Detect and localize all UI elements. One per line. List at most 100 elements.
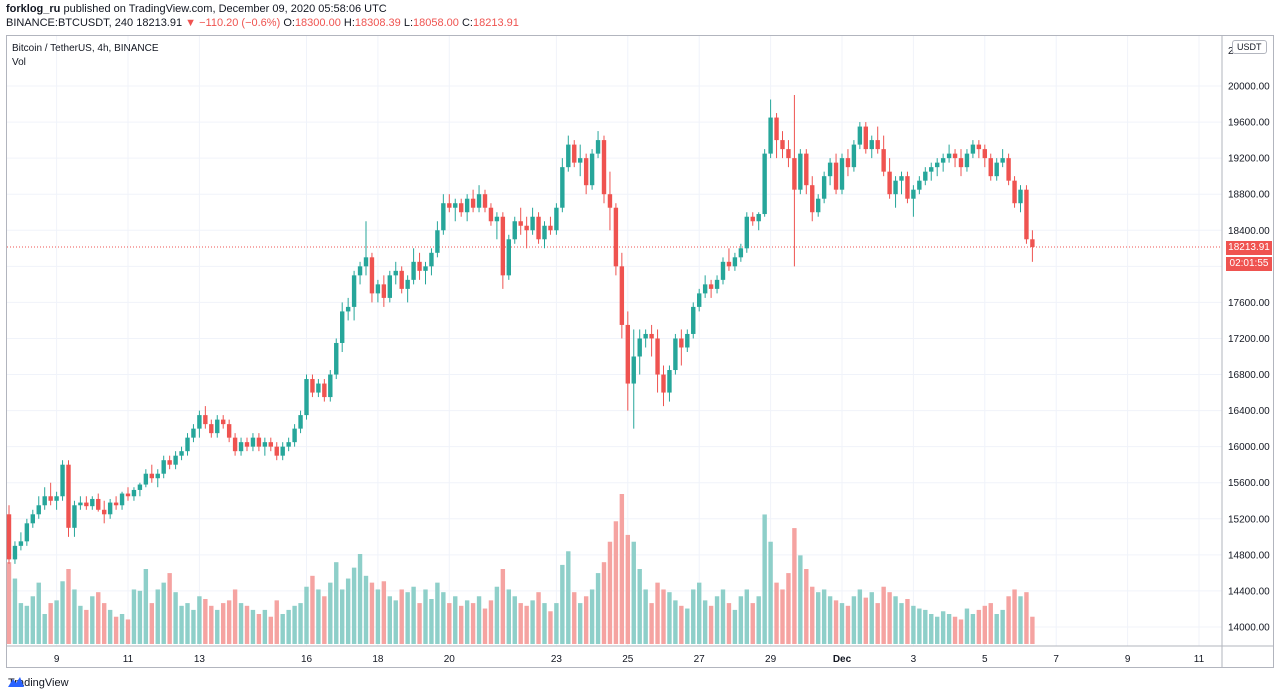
candle-body bbox=[923, 171, 928, 181]
candle-body bbox=[762, 153, 767, 215]
volume-bar bbox=[685, 608, 690, 644]
candle-body bbox=[548, 225, 553, 231]
change-value: ▼ −110.20 (−0.6%) bbox=[185, 17, 281, 29]
candle-body bbox=[595, 140, 601, 154]
volume-bar bbox=[756, 596, 761, 644]
candle-body bbox=[476, 194, 482, 208]
candle-body bbox=[369, 257, 375, 294]
publisher-name[interactable]: forklog_ru bbox=[6, 3, 61, 15]
volume-bar bbox=[322, 596, 327, 644]
candle-body bbox=[167, 460, 172, 465]
volume-bar bbox=[30, 596, 35, 644]
volume-bar bbox=[209, 605, 214, 644]
candle-body bbox=[1006, 158, 1011, 181]
volume-bar bbox=[298, 603, 303, 644]
candle-body bbox=[232, 437, 238, 452]
volume-bar bbox=[899, 603, 904, 644]
open-value: 18300.00 bbox=[294, 17, 341, 29]
volume-bar bbox=[583, 596, 589, 644]
volume-bar bbox=[143, 569, 149, 644]
candle-body bbox=[381, 284, 387, 298]
volume-bar bbox=[572, 592, 577, 644]
candle-body bbox=[702, 284, 708, 294]
volume-bar bbox=[714, 596, 720, 644]
volume-bar bbox=[661, 589, 666, 644]
volume-bar bbox=[798, 555, 803, 644]
volume-bar bbox=[476, 596, 482, 644]
volume-bar bbox=[810, 586, 815, 644]
volume-bar bbox=[512, 596, 517, 644]
x-tick-label: 7 bbox=[1053, 654, 1059, 665]
volume-bar bbox=[560, 564, 565, 644]
currency-button[interactable]: USDT bbox=[1232, 40, 1267, 54]
chart-legend-title: Bitcoin / TetherUS, 4h, BINANCE bbox=[12, 43, 159, 54]
candle-body bbox=[821, 176, 827, 199]
volume-bar bbox=[566, 551, 571, 644]
volume-bar bbox=[161, 582, 166, 644]
candle-body bbox=[786, 149, 791, 159]
volume-bar bbox=[459, 605, 464, 644]
candle-body bbox=[887, 171, 892, 195]
x-tick-label: Dec bbox=[833, 654, 852, 665]
candle-body bbox=[946, 153, 952, 159]
candle-body bbox=[143, 473, 149, 485]
volume-bar bbox=[18, 603, 24, 644]
footer-brand[interactable]: TradingView bbox=[8, 677, 69, 689]
volume-bar bbox=[167, 573, 172, 644]
volume-legend: Vol bbox=[12, 57, 26, 68]
volume-bar bbox=[155, 589, 160, 644]
volume-bar bbox=[96, 592, 101, 644]
volume-bar bbox=[387, 596, 392, 644]
volume-bar bbox=[256, 614, 262, 644]
volume-bar bbox=[929, 614, 934, 644]
volume-bar bbox=[250, 609, 256, 644]
volume-bar bbox=[488, 600, 494, 644]
volume-bar bbox=[833, 600, 839, 644]
volume-bar bbox=[946, 614, 952, 644]
volume-bar bbox=[917, 608, 922, 644]
volume-bar bbox=[839, 603, 845, 644]
volume-bar bbox=[935, 616, 940, 644]
x-tick-label: 11 bbox=[123, 654, 134, 665]
volume-bar bbox=[518, 603, 523, 644]
volume-bar bbox=[869, 592, 874, 644]
candle-body bbox=[203, 415, 208, 425]
candle-body bbox=[459, 203, 464, 213]
volume-bar bbox=[1030, 616, 1035, 644]
candle-body bbox=[155, 473, 160, 479]
volume-bar bbox=[667, 592, 672, 644]
volume-bar bbox=[780, 589, 785, 644]
candle-body bbox=[238, 442, 244, 452]
candle-body bbox=[60, 464, 65, 497]
y-tick-label: 14000.00 bbox=[1228, 623, 1270, 634]
volume-bar bbox=[1012, 589, 1017, 644]
volume-bar bbox=[952, 616, 958, 644]
volume-bar bbox=[334, 562, 339, 644]
volume-bar bbox=[589, 589, 595, 644]
y-tick-label: 14800.00 bbox=[1228, 550, 1270, 561]
candle-body bbox=[107, 502, 113, 515]
volume-bar bbox=[411, 586, 416, 644]
x-tick-label: 20 bbox=[444, 654, 456, 665]
candle-body bbox=[619, 266, 625, 325]
volume-bar bbox=[750, 603, 755, 644]
x-tick-label: 25 bbox=[622, 654, 634, 665]
volume-bar bbox=[203, 599, 208, 644]
candle-body bbox=[542, 225, 547, 240]
candle-body bbox=[673, 338, 678, 371]
volume-bar bbox=[113, 616, 119, 644]
volume-bar bbox=[821, 589, 827, 644]
x-tick-label: 27 bbox=[694, 654, 706, 665]
volume-bar bbox=[923, 609, 928, 644]
candle-body bbox=[708, 284, 714, 289]
volume-bar bbox=[351, 567, 357, 644]
candle-body bbox=[607, 194, 613, 208]
volume-bar bbox=[500, 569, 506, 644]
candle-body bbox=[697, 293, 702, 307]
y-tick-label: 15600.00 bbox=[1228, 478, 1270, 489]
x-tick-label: 16 bbox=[301, 654, 313, 665]
candle-body bbox=[637, 338, 642, 357]
y-tick-label: 18800.00 bbox=[1228, 190, 1270, 201]
volume-bar bbox=[506, 589, 511, 644]
